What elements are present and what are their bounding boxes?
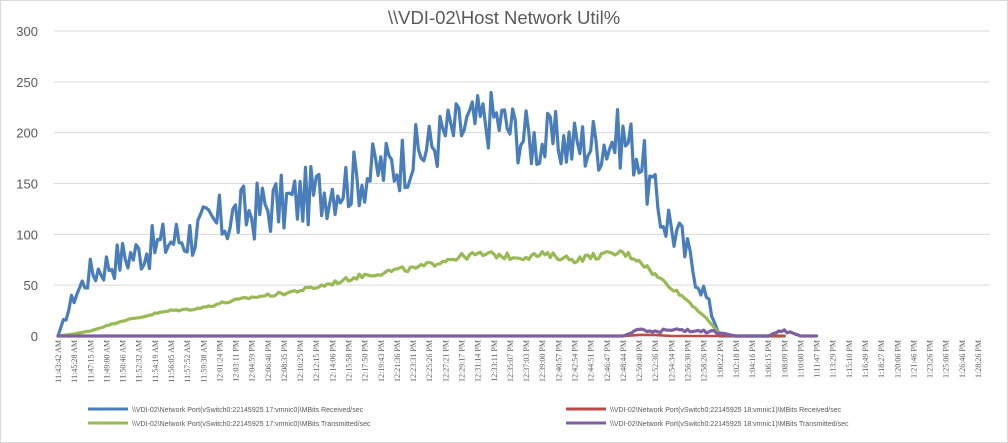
- x-tick-label: 1:18:27 PM: [877, 340, 886, 378]
- x-tick-label: 12:23:31 PM: [409, 340, 418, 382]
- x-tick-label: 11:57:52 AM: [183, 340, 192, 383]
- x-tick-label: 12:42:54 PM: [570, 340, 579, 382]
- series-line-4: [56, 327, 819, 338]
- y-tick-label: 200: [16, 126, 38, 141]
- series-line-1: [56, 90, 786, 338]
- legend-label: \\VDI-02\Network Port(vSwitch0:22145925 …: [610, 407, 842, 414]
- x-tick-label: 12:58:26 PM: [700, 340, 709, 382]
- x-tick-label: 12:35:07 PM: [506, 340, 515, 382]
- x-tick-label: 1:13:29 PM: [829, 340, 838, 378]
- x-tick-label: 1:25:06 PM: [942, 340, 951, 378]
- x-tick-label: 12:12:15 PM: [312, 340, 321, 382]
- x-tick-label: 1:15:10 PM: [845, 340, 854, 378]
- y-tick-label: 50: [24, 278, 38, 293]
- x-tick-label: 1:21:46 PM: [909, 340, 918, 378]
- x-tick-label: 1:28:26 PM: [974, 340, 983, 378]
- x-tick-label: 11:59:38 AM: [199, 340, 208, 383]
- y-tick-label: 0: [31, 329, 38, 344]
- x-tick-label: 12:01:24 PM: [215, 340, 224, 382]
- x-tick-label: 12:08:35 PM: [280, 340, 289, 382]
- x-tick-label: 1:10:00 PM: [796, 340, 805, 378]
- y-tick-label: 250: [16, 75, 38, 90]
- x-tick-label: 1:00:22 PM: [716, 340, 725, 378]
- x-tick-label: 1:11:47 PM: [813, 340, 822, 378]
- x-tick-label: 12:14:06 PM: [328, 340, 337, 382]
- x-tick-label: 11:50:46 AM: [119, 340, 128, 383]
- x-tick-label: 11:43:42 AM: [54, 340, 63, 383]
- x-tick-label: 12:54:34 PM: [667, 340, 676, 382]
- y-tick-label: 150: [16, 177, 38, 192]
- x-tick-label: 12:17:50 PM: [361, 340, 370, 382]
- x-tick-label: 12:50:40 PM: [635, 340, 644, 382]
- x-tick-label: 12:19:43 PM: [377, 340, 386, 382]
- x-tick-label: 12:56:30 PM: [683, 340, 692, 382]
- legend-label: \\VDI-02\Network Port(vSwitch0:22145925 …: [132, 421, 371, 428]
- x-tick-label: 1:23:26 PM: [926, 340, 935, 378]
- x-tick-label: 1:08:09 PM: [780, 340, 789, 378]
- x-tick-label: 12:29:17 PM: [458, 340, 467, 382]
- x-tick-label: 11:45:28 AM: [70, 340, 79, 383]
- x-tick-label: 12:27:21 PM: [441, 340, 450, 382]
- x-tick-label: 11:54:19 AM: [151, 340, 160, 383]
- x-tick-label: 12:44:51 PM: [587, 340, 596, 382]
- x-tick-label: 11:52:32 AM: [135, 340, 144, 383]
- x-tick-label: 12:46:47 PM: [603, 340, 612, 382]
- x-tick-label: 12:10:25 PM: [296, 340, 305, 382]
- chart-title: \\VDI-02\Host Network Util%: [387, 7, 621, 28]
- x-tick-label: 1:06:15 PM: [764, 340, 773, 378]
- x-tick-label: 12:06:46 PM: [264, 340, 273, 382]
- x-tick-label: 1:02:18 PM: [732, 340, 741, 378]
- x-tick-label: 12:25:26 PM: [425, 340, 434, 382]
- legend-label: \\VDI-02\Network Port(vSwitch0:22145925 …: [132, 407, 364, 414]
- x-tick-label: 12:33:11 PM: [490, 340, 499, 382]
- x-tick-label: 12:37:03 PM: [522, 340, 531, 382]
- x-tick-label: 11:56:05 AM: [167, 340, 176, 383]
- x-tick-label: 1:26:46 PM: [958, 340, 967, 378]
- x-tick-label: 12:21:36 PM: [393, 340, 402, 382]
- y-tick-label: 300: [16, 24, 38, 39]
- x-tick-label: 1:04:16 PM: [748, 340, 757, 378]
- x-tick-label: 12:48:44 PM: [619, 340, 628, 382]
- legend-label: \\VDI-02\Network Port(vSwitch0:22145925 …: [610, 421, 849, 428]
- y-tick-label: 100: [16, 227, 38, 242]
- x-tick-label: 11:47:15 AM: [86, 340, 95, 383]
- series-line-2: [56, 249, 786, 338]
- x-tick-label: 1:16:49 PM: [861, 340, 870, 378]
- x-tick-label: 12:15:58 PM: [345, 340, 354, 382]
- x-tick-label: 12:52:36 PM: [651, 340, 660, 382]
- x-tick-label: 1:20:06 PM: [893, 340, 902, 378]
- x-tick-label: 11:49:00 AM: [102, 340, 111, 383]
- x-tick-label: 12:39:00 PM: [538, 340, 547, 382]
- x-tick-label: 12:04:59 PM: [248, 340, 257, 382]
- x-tick-label: 12:40:57 PM: [554, 340, 563, 382]
- x-tick-label: 12:03:11 PM: [232, 340, 241, 382]
- x-tick-label: 12:31:14 PM: [474, 340, 483, 382]
